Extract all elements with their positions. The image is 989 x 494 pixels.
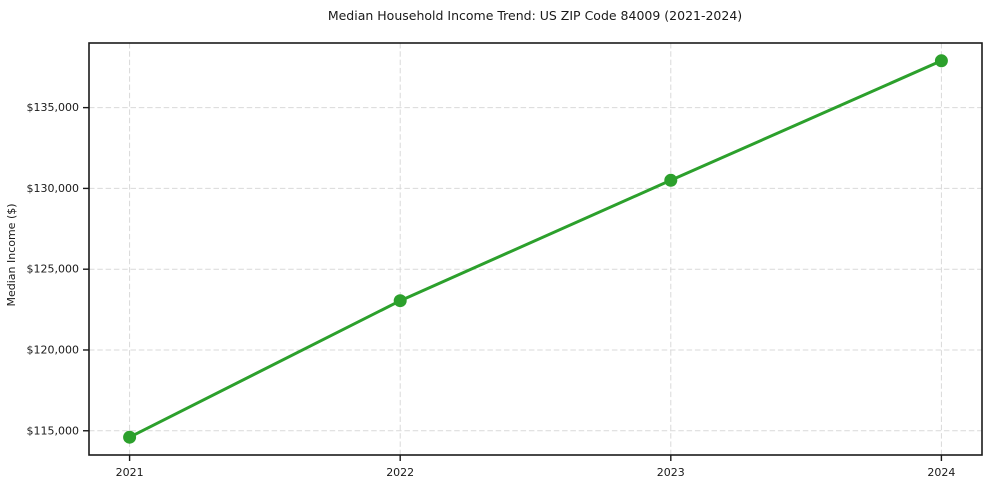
chart-title: Median Household Income Trend: US ZIP Co… bbox=[328, 8, 742, 23]
data-point bbox=[123, 430, 137, 444]
x-tick-labels: 2021 2022 2023 2024 bbox=[116, 466, 956, 479]
x-tick-label: 2021 bbox=[116, 466, 144, 479]
gridlines bbox=[89, 43, 982, 455]
y-tick-label: $115,000 bbox=[27, 424, 80, 437]
y-tick-label: $125,000 bbox=[27, 263, 80, 276]
y-tick-label: $130,000 bbox=[27, 182, 80, 195]
trend-line bbox=[128, 59, 943, 439]
data-point bbox=[393, 294, 407, 308]
axis-tick-marks bbox=[83, 106, 943, 461]
y-tick-labels: $115,000 $120,000 $125,000 $130,000 $135,000 bbox=[27, 101, 80, 437]
data-point-markers bbox=[123, 54, 948, 444]
y-tick-label: $120,000 bbox=[27, 344, 80, 357]
x-tick-label: 2022 bbox=[386, 466, 414, 479]
y-axis-label: Median Income ($) bbox=[5, 203, 18, 306]
plot-border bbox=[88, 42, 983, 456]
x-tick-label: 2024 bbox=[927, 466, 955, 479]
y-tick-label: $135,000 bbox=[27, 101, 80, 114]
data-point bbox=[664, 173, 678, 187]
x-tick-label: 2023 bbox=[657, 466, 685, 479]
data-point bbox=[934, 54, 948, 68]
